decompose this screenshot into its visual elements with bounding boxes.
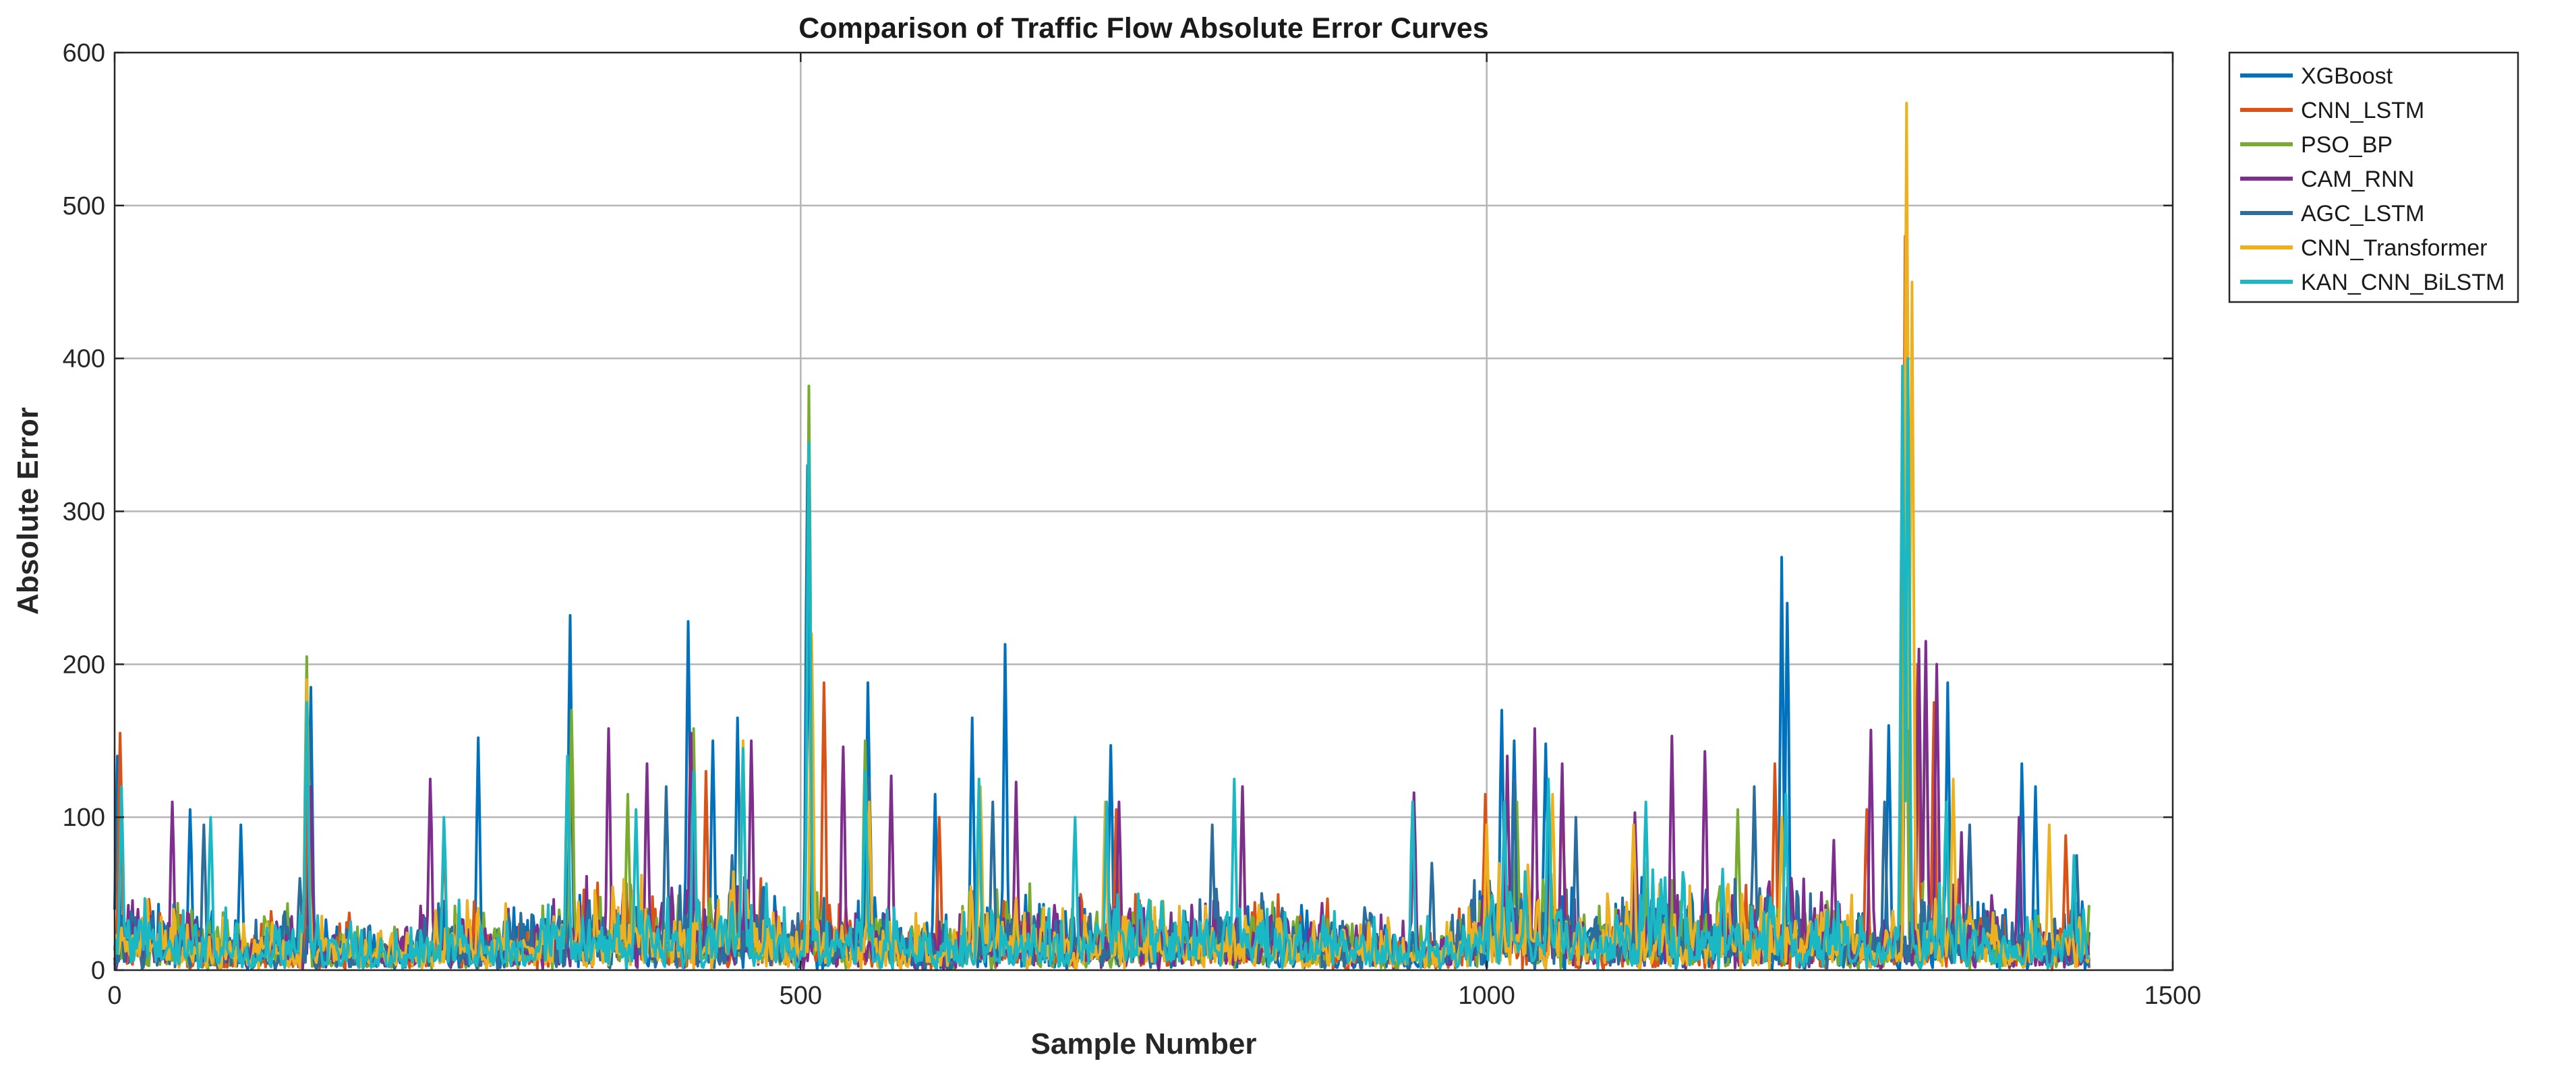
legend-label: AGC_LSTM bbox=[2301, 201, 2424, 227]
series-line-agc-lstm bbox=[113, 777, 2090, 971]
y-tick-label: 400 bbox=[63, 345, 105, 373]
x-tick-label: 1500 bbox=[2144, 982, 2202, 1010]
y-tick-label: 0 bbox=[91, 957, 105, 985]
y-tick-label: 500 bbox=[63, 192, 105, 220]
y-tick-label: 300 bbox=[63, 498, 105, 527]
y-tick-label: 100 bbox=[63, 804, 105, 832]
legend-label: KAN_CNN_BiLSTM bbox=[2301, 270, 2505, 295]
legend-label: CAM_RNN bbox=[2301, 167, 2414, 192]
legend-label: CNN_LSTM bbox=[2301, 98, 2424, 123]
chart-title: Comparison of Traffic Flow Absolute Erro… bbox=[798, 12, 1488, 44]
y-tick-label: 200 bbox=[63, 651, 105, 679]
legend-label: CNN_Transformer bbox=[2301, 235, 2487, 261]
legend-label: PSO_BP bbox=[2301, 132, 2393, 158]
x-tick-label: 500 bbox=[780, 982, 822, 1010]
x-tick-label: 0 bbox=[107, 982, 121, 1010]
x-axis-label: Sample Number bbox=[1031, 1027, 1257, 1060]
legend-label: XGBoost bbox=[2301, 63, 2393, 89]
series-layer bbox=[113, 101, 2090, 971]
y-axis-label: Absolute Error bbox=[11, 407, 45, 615]
series-line-kan-cnn-bilstm bbox=[113, 357, 2090, 971]
legend: XGBoost CNN_LSTM PSO_BP CAM_RNN AGC_LSTM CNN_… bbox=[2228, 51, 2519, 303]
x-axis-ticks: 0 500 1000 1500 bbox=[107, 53, 2201, 1010]
y-axis-ticks: 0 100 200 300 400 500 600 bbox=[63, 39, 2173, 985]
x-tick-label: 1000 bbox=[1458, 982, 1515, 1010]
y-tick-label: 600 bbox=[63, 39, 105, 67]
